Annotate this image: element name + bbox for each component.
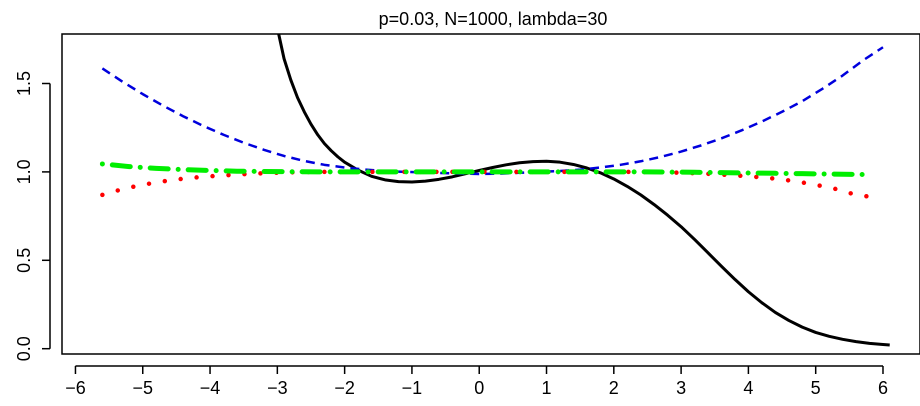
x-tick-label: −4 bbox=[200, 378, 221, 398]
series-line-dotdash bbox=[99, 161, 873, 178]
chart-title: p=0.03, N=1000, lambda=30 bbox=[379, 9, 608, 29]
x-tick-label: 6 bbox=[878, 378, 888, 398]
x-tick-label: 4 bbox=[743, 378, 753, 398]
x-tick-label: −2 bbox=[334, 378, 355, 398]
series-line-dotted bbox=[100, 169, 872, 199]
x-tick-label: −6 bbox=[65, 378, 86, 398]
plot-frame bbox=[61, 33, 920, 355]
series-line-solid bbox=[277, 34, 890, 347]
x-tick-label: −3 bbox=[267, 378, 288, 398]
x-tick-label: 1 bbox=[542, 378, 552, 398]
x-tick-label: −5 bbox=[132, 378, 153, 398]
series-line-dashed bbox=[101, 46, 884, 176]
x-tick-label: 3 bbox=[676, 378, 686, 398]
y-tick-label: 0.0 bbox=[14, 336, 34, 361]
y-axis: 0.0 0.5 1.0 1.5 bbox=[14, 71, 51, 361]
y-tick-label: 0.5 bbox=[14, 248, 34, 273]
x-tick-label: −1 bbox=[402, 378, 423, 398]
x-axis: −6 −5 −4 −3 −2 −1 0 1 2 3 4 5 6 bbox=[65, 365, 888, 398]
x-tick-label: 5 bbox=[811, 378, 821, 398]
x-tick-label: 2 bbox=[609, 378, 619, 398]
y-tick-label: 1.5 bbox=[14, 71, 34, 96]
series-layer bbox=[99, 34, 890, 347]
x-tick-label: 0 bbox=[474, 378, 484, 398]
y-tick-label: 1.0 bbox=[14, 159, 34, 184]
